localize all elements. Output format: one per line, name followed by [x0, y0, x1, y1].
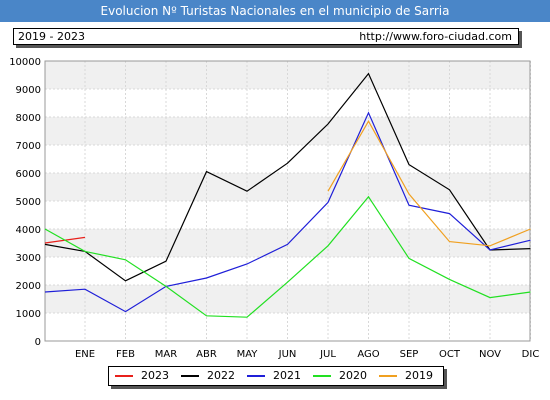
legend-label: 2022	[207, 369, 235, 382]
x-tick-label: DIC	[522, 349, 540, 360]
plot-border	[44, 60, 531, 342]
series-line-2022	[44, 72, 531, 282]
x-tick-label: JUN	[278, 349, 297, 360]
y-tick-label: 7000	[16, 141, 41, 152]
series-line-2019	[327, 119, 531, 247]
chart-title: Evolucion Nº Turistas Nacionales en el m…	[0, 0, 550, 22]
x-tick-label: SEP	[400, 349, 419, 360]
y-tick-label: 0	[35, 337, 41, 348]
legend-label: 2021	[273, 369, 301, 382]
x-tick-label: JUL	[319, 349, 336, 360]
y-tick-label: 3000	[16, 253, 41, 264]
legend: 2023 2022 2021 2020 2019	[108, 366, 444, 386]
x-tick-label: OCT	[439, 349, 461, 360]
legend-item-2020: 2020	[313, 368, 367, 384]
x-tick-label: AGO	[357, 349, 379, 360]
x-tick-label: ABR	[196, 349, 217, 360]
y-tick-label: 6000	[16, 169, 41, 180]
legend-swatch	[181, 375, 199, 377]
x-tick-label: ENE	[75, 349, 95, 360]
y-tick-label: 1000	[16, 309, 41, 320]
legend-item-2021: 2021	[247, 368, 301, 384]
y-tick-label: 10000	[9, 57, 41, 68]
legend-label: 2023	[141, 369, 169, 382]
x-tick-label: MAY	[237, 349, 259, 360]
legend-swatch	[313, 375, 331, 377]
x-tick-label: NOV	[479, 349, 501, 360]
x-tick-label: FEB	[116, 349, 135, 360]
y-tick-label: 2000	[16, 281, 41, 292]
legend-item-2022: 2022	[181, 368, 235, 384]
y-tick-label: 4000	[16, 225, 41, 236]
legend-item-2019: 2019	[379, 368, 433, 384]
legend-swatch	[379, 375, 397, 377]
legend-item-2023: 2023	[115, 368, 169, 384]
x-tick-label: MAR	[155, 349, 177, 360]
y-tick-label: 8000	[16, 113, 41, 124]
legend-swatch	[247, 375, 265, 377]
series-line-2021	[44, 111, 531, 313]
period-label: 2019 - 2023	[18, 30, 85, 43]
legend-label: 2019	[405, 369, 433, 382]
y-tick-label: 5000	[16, 197, 41, 208]
website-link[interactable]: http://www.foro-ciudad.com	[359, 30, 512, 43]
y-tick-label: 9000	[16, 85, 41, 96]
legend-swatch	[115, 375, 133, 377]
series-line-2020	[44, 195, 531, 318]
legend-label: 2020	[339, 369, 367, 382]
info-bar: 2019 - 2023 http://www.foro-ciudad.com	[13, 28, 519, 45]
